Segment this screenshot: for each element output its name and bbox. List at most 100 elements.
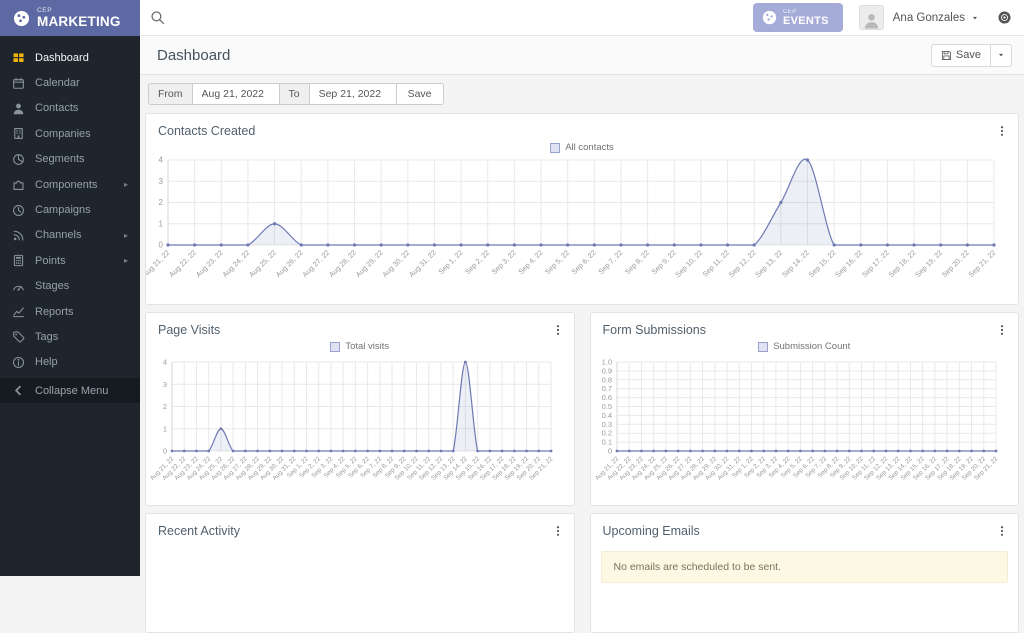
- segments-icon: [12, 153, 25, 166]
- svg-text:Sep 18, 22: Sep 18, 22: [887, 248, 918, 279]
- page-visits-title: Page Visits: [158, 323, 220, 337]
- sidebar-item-tags[interactable]: Tags: [0, 324, 140, 349]
- contacts-panel-menu-icon[interactable]: [994, 123, 1010, 139]
- sidebar-item-label: Components: [35, 179, 97, 191]
- form-submissions-chart[interactable]: 00.10.20.30.40.50.60.70.80.91.0Aug 21, 2…: [591, 354, 1004, 505]
- components-icon: [12, 178, 25, 191]
- from-label: From: [148, 83, 193, 105]
- gear-icon[interactable]: [997, 10, 1012, 25]
- legend-label: Submission Count: [773, 341, 850, 352]
- recent-activity-panel: Recent Activity: [145, 513, 575, 633]
- svg-text:0.4: 0.4: [601, 411, 611, 420]
- svg-text:Aug 29, 22: Aug 29, 22: [354, 248, 385, 279]
- visits-panel-menu-icon[interactable]: [550, 322, 566, 338]
- svg-text:Sep 14, 22: Sep 14, 22: [780, 248, 811, 279]
- svg-text:Sep 7, 22: Sep 7, 22: [596, 248, 624, 276]
- svg-text:0.8: 0.8: [601, 375, 611, 384]
- date-filter-bar: From To Save: [140, 75, 1024, 113]
- emails-panel-menu-icon[interactable]: [994, 523, 1010, 539]
- form-submissions-panel: Form Submissions Submission Count 00.10.…: [590, 312, 1020, 506]
- svg-text:0.7: 0.7: [601, 384, 611, 393]
- sidebar-item-label: Companies: [35, 128, 91, 140]
- legend-swatch: [758, 342, 768, 352]
- svg-text:Aug 23, 22: Aug 23, 22: [194, 248, 225, 279]
- person-icon: [863, 12, 880, 29]
- svg-text:Sep 15, 22: Sep 15, 22: [807, 248, 838, 279]
- date-from-input[interactable]: [192, 83, 280, 105]
- svg-text:Sep 12, 22: Sep 12, 22: [727, 248, 758, 279]
- svg-text:Sep 6, 22: Sep 6, 22: [570, 248, 598, 276]
- brand-globe-icon: [13, 10, 30, 27]
- svg-text:Sep 16, 22: Sep 16, 22: [833, 248, 864, 279]
- legend-swatch: [330, 342, 340, 352]
- sidebar-nav: Dashboard CalendarContacts Companies Segmen…: [0, 36, 140, 403]
- sidebar-item-contacts[interactable]: Contacts: [0, 96, 140, 121]
- svg-text:Sep 8, 22: Sep 8, 22: [623, 248, 651, 276]
- svg-text:Sep 20, 22: Sep 20, 22: [940, 248, 971, 279]
- events-small-text: CEP: [783, 9, 829, 15]
- sidebar-item-stages[interactable]: Stages: [0, 274, 140, 299]
- collapse-menu-label: Collapse Menu: [35, 385, 108, 397]
- page-title: Dashboard: [157, 47, 230, 64]
- date-to-input[interactable]: [309, 83, 397, 105]
- contacts-legend[interactable]: All contacts: [146, 142, 1018, 153]
- svg-text:Sep 21, 22: Sep 21, 22: [966, 248, 997, 279]
- svg-text:Aug 28, 22: Aug 28, 22: [327, 248, 358, 279]
- svg-text:0.6: 0.6: [601, 393, 611, 402]
- save-dropdown-button[interactable]: [991, 44, 1012, 67]
- sidebar-item-segments[interactable]: Segments: [0, 147, 140, 172]
- contacts-created-chart[interactable]: 01234Aug 21, 22Aug 22, 22Aug 23, 22Aug 2…: [146, 155, 1004, 303]
- save-dashboard-button[interactable]: Save: [931, 44, 991, 67]
- visits-legend[interactable]: Total visits: [146, 341, 574, 352]
- svg-text:0: 0: [159, 241, 164, 250]
- brand-logo[interactable]: CEP MARKETING: [0, 0, 140, 36]
- page-visits-chart[interactable]: 01234Aug 21, 22Aug 22, 22Aug 23, 22Aug 2…: [146, 354, 559, 505]
- forms-legend[interactable]: Submission Count: [591, 341, 1019, 352]
- legend-swatch: [550, 143, 560, 153]
- sidebar-collapse-menu[interactable]: Collapse Menu: [0, 378, 140, 403]
- svg-text:1: 1: [163, 424, 167, 433]
- sidebar-item-channels[interactable]: Channels▸: [0, 223, 140, 248]
- search-icon[interactable]: [150, 10, 165, 25]
- sidebar-item-components[interactable]: Components▸: [0, 172, 140, 197]
- svg-text:Aug 26, 22: Aug 26, 22: [274, 248, 305, 279]
- svg-text:Aug 31, 22: Aug 31, 22: [407, 248, 438, 279]
- svg-text:1.0: 1.0: [601, 358, 611, 367]
- svg-text:0.2: 0.2: [601, 429, 611, 438]
- apply-date-button[interactable]: Save: [396, 83, 444, 105]
- svg-text:Aug 22, 22: Aug 22, 22: [167, 248, 198, 279]
- sidebar: CEP MARKETING Dashboard CalendarContacts C…: [0, 0, 140, 576]
- contacts-created-panel: Contacts Created All contacts 01234Aug 2…: [145, 113, 1019, 305]
- form-submissions-title: Form Submissions: [603, 323, 707, 337]
- svg-text:0: 0: [607, 447, 611, 456]
- contact-icon: [12, 102, 25, 115]
- recent-activity-title: Recent Activity: [158, 524, 240, 538]
- upcoming-emails-title: Upcoming Emails: [603, 524, 700, 538]
- channels-icon: [12, 229, 25, 242]
- events-app-button[interactable]: CEP EVENTS: [753, 3, 843, 32]
- topbar: CEP EVENTS Ana Gonzales: [140, 0, 1024, 36]
- sidebar-item-campaigns[interactable]: Campaigns: [0, 197, 140, 222]
- svg-text:Aug 24, 22: Aug 24, 22: [220, 248, 251, 279]
- sidebar-item-points[interactable]: Points▸: [0, 248, 140, 273]
- sidebar-item-companies[interactable]: Companies: [0, 121, 140, 146]
- sidebar-item-label: Segments: [35, 153, 85, 165]
- sidebar-item-calendar[interactable]: Calendar: [0, 70, 140, 95]
- avatar[interactable]: [859, 5, 884, 30]
- svg-text:4: 4: [163, 358, 167, 367]
- stages-icon: [12, 280, 25, 293]
- forms-panel-menu-icon[interactable]: [994, 322, 1010, 338]
- activity-panel-menu-icon[interactable]: [550, 523, 566, 539]
- sidebar-item-dashboard[interactable]: Dashboard: [0, 45, 140, 70]
- sidebar-item-label: Stages: [35, 280, 69, 292]
- user-menu-button[interactable]: Ana Gonzales: [893, 12, 979, 24]
- page-visits-panel: Page Visits Total visits 01234Aug 21, 22…: [145, 312, 575, 506]
- brand-logo-text: MARKETING: [37, 15, 121, 29]
- sidebar-item-label: Dashboard: [35, 52, 89, 64]
- sidebar-item-reports[interactable]: Reports: [0, 299, 140, 324]
- sidebar-item-help[interactable]: Help: [0, 350, 140, 375]
- svg-text:Sep 1, 22: Sep 1, 22: [436, 248, 464, 276]
- brand-logo-small-text: CEP: [37, 8, 121, 15]
- calendar-icon: [12, 77, 25, 90]
- to-label: To: [279, 83, 310, 105]
